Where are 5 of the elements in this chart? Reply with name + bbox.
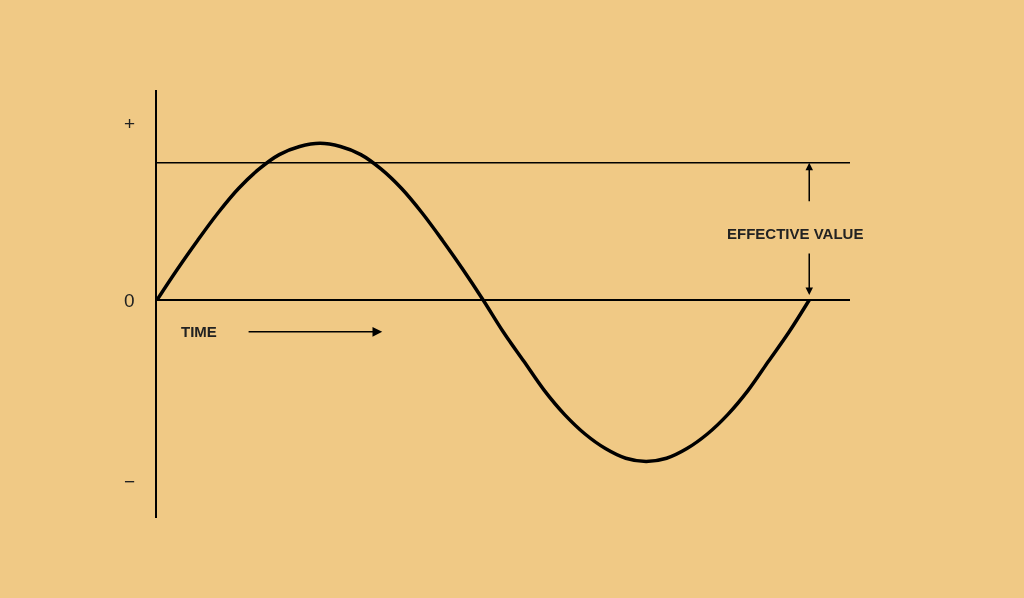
annotation: TIME: [181, 323, 217, 340]
text: −: [124, 471, 136, 492]
annotation: EFFECTIVE VALUE: [727, 225, 864, 242]
text: 0: [124, 290, 135, 311]
text: +: [124, 113, 136, 134]
